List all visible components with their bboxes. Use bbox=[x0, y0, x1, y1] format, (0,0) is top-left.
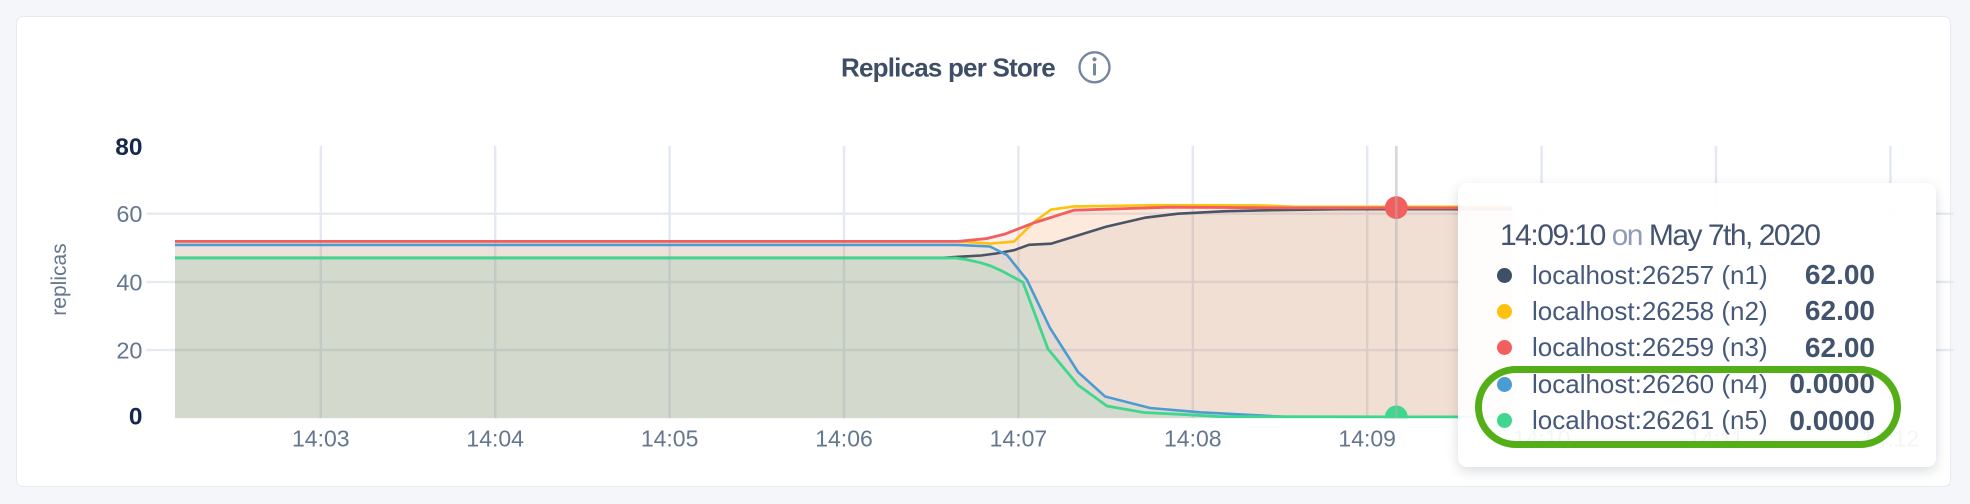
svg-text:14:09: 14:09 bbox=[1338, 426, 1396, 452]
svg-text:60: 60 bbox=[116, 201, 142, 227]
svg-text:40: 40 bbox=[116, 269, 142, 295]
svg-text:replicas: replicas bbox=[48, 243, 71, 315]
svg-text:14:06: 14:06 bbox=[815, 426, 873, 452]
svg-text:14:05: 14:05 bbox=[641, 426, 699, 452]
svg-text:20: 20 bbox=[116, 338, 142, 364]
svg-text:14:03: 14:03 bbox=[292, 426, 350, 452]
svg-text:14:07: 14:07 bbox=[990, 426, 1048, 452]
svg-text:14:04: 14:04 bbox=[466, 426, 524, 452]
svg-text:Replicas per Store: Replicas per Store bbox=[841, 53, 1055, 83]
svg-text:14:08: 14:08 bbox=[1164, 426, 1222, 452]
svg-text:80: 80 bbox=[115, 134, 142, 161]
svg-text:0: 0 bbox=[129, 404, 143, 431]
